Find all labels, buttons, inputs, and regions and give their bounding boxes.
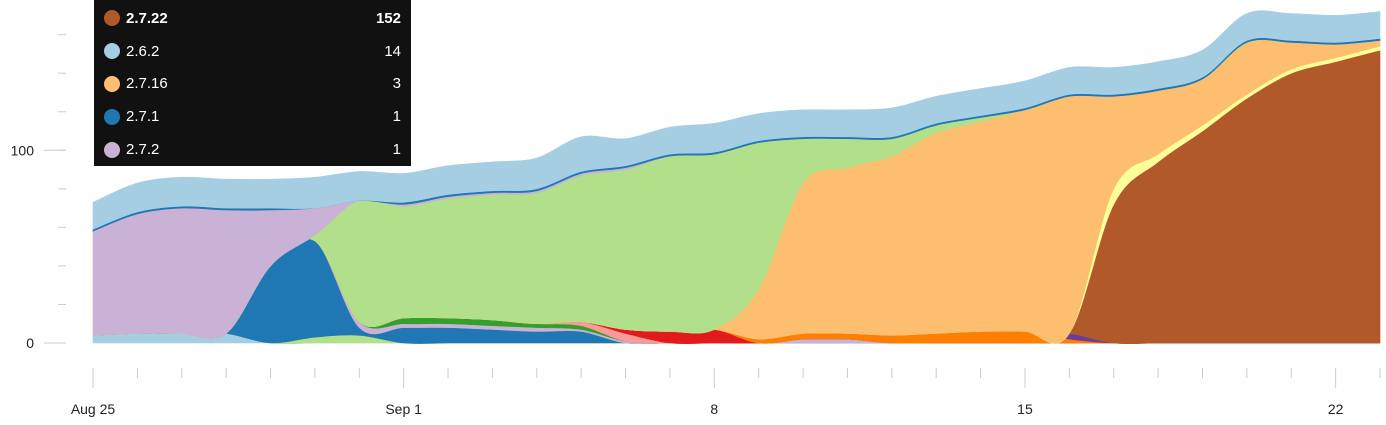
y-tick-label: 0 <box>26 335 34 351</box>
tooltip-label: 2.7.16 <box>126 75 168 93</box>
tooltip-swatch <box>104 10 120 27</box>
area-series-group <box>92 10 1381 345</box>
tooltip-value: 1 <box>392 141 401 159</box>
tooltip-swatch <box>104 141 120 158</box>
y-tick-label: 100 <box>11 142 35 158</box>
x-axis: Aug 25 Sep 1 8 15 22 <box>71 368 1381 417</box>
hover-tooltip: 2.7.22 152 2.6.2 14 2.7.16 3 2.7.1 1 2.7.2 1 <box>94 0 411 166</box>
tooltip-label: 2.7.22 <box>126 9 168 27</box>
tooltip-label: 2.7.2 <box>126 141 160 159</box>
tooltip-row: 2.7.1 1 <box>104 100 401 133</box>
x-tick-label: Aug 25 <box>71 401 116 417</box>
x-tick-label: 22 <box>1328 401 1344 417</box>
tooltip-row: 2.6.2 14 <box>104 35 401 68</box>
tooltip-label: 2.6.2 <box>126 42 160 60</box>
x-tick-label: 15 <box>1017 401 1033 417</box>
area-series-15 <box>92 10 1381 230</box>
x-tick-label: 8 <box>710 401 718 417</box>
tooltip-swatch <box>104 75 120 92</box>
tooltip-row: 2.7.22 152 <box>104 2 401 35</box>
tooltip-value: 14 <box>384 42 401 60</box>
tooltip-value: 1 <box>392 108 401 126</box>
tooltip-row: 2.7.16 3 <box>104 68 401 101</box>
tooltip-swatch <box>104 108 120 125</box>
tooltip-label: 2.7.1 <box>126 108 160 126</box>
tooltip-swatch <box>104 43 120 60</box>
tooltip-value: 3 <box>392 75 401 93</box>
tooltip-value: 152 <box>375 9 401 27</box>
y-axis: 0 100 <box>11 34 66 351</box>
x-tick-label: Sep 1 <box>385 401 422 417</box>
tooltip-row: 2.7.2 1 <box>104 133 401 166</box>
